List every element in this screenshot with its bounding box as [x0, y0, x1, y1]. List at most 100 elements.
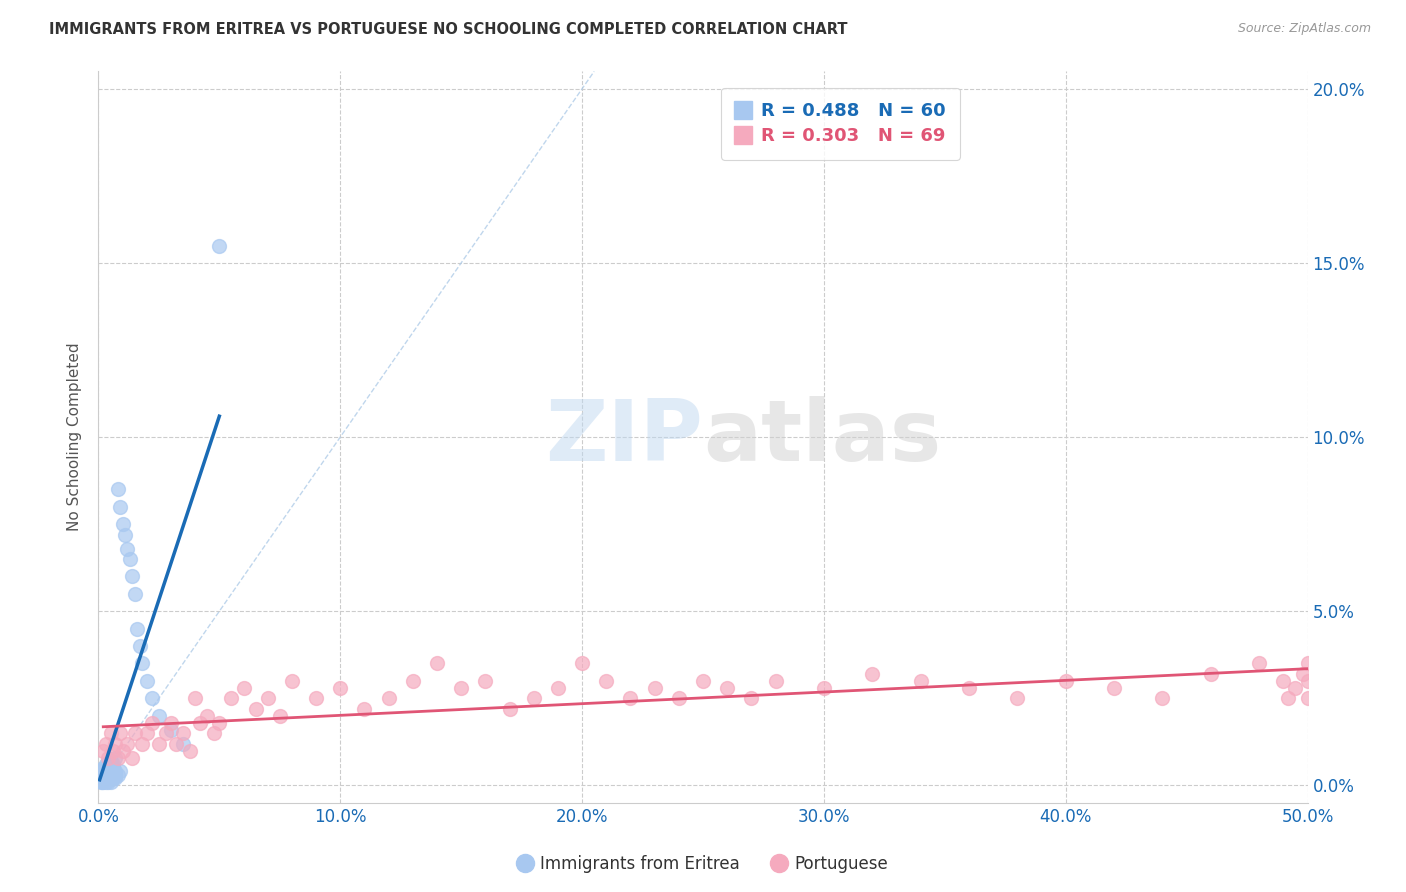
Point — [90, 772, 112, 786]
Point — [124, 587, 146, 601]
Point — [245, 702, 267, 716]
Point — [90, 764, 112, 779]
Point — [208, 715, 231, 730]
Point — [208, 238, 231, 252]
Point — [91, 768, 114, 782]
Point — [141, 715, 163, 730]
Point — [111, 517, 134, 532]
Point — [91, 772, 114, 786]
Point — [94, 768, 117, 782]
Point — [114, 527, 136, 541]
Point — [101, 772, 124, 786]
Point — [1296, 657, 1319, 671]
Point — [1277, 691, 1299, 706]
Point — [179, 743, 201, 757]
Point — [1199, 667, 1222, 681]
Point — [131, 657, 153, 671]
Point — [160, 715, 183, 730]
Point — [1102, 681, 1125, 695]
Point — [91, 768, 114, 782]
Point — [155, 726, 177, 740]
Point — [450, 681, 472, 695]
Point — [104, 772, 127, 786]
Point — [90, 775, 112, 789]
Text: atlas: atlas — [703, 395, 941, 479]
Point — [94, 764, 117, 779]
Point — [117, 737, 139, 751]
Point — [104, 764, 127, 779]
Point — [305, 691, 328, 706]
Point — [188, 715, 211, 730]
Point — [100, 757, 122, 772]
Point — [117, 541, 139, 556]
Point — [1296, 673, 1319, 688]
Point — [97, 775, 120, 789]
Point — [426, 657, 449, 671]
Point — [571, 657, 593, 671]
Point — [94, 761, 117, 775]
Point — [692, 673, 714, 688]
Point — [1152, 691, 1174, 706]
Point — [131, 737, 153, 751]
Point — [765, 673, 787, 688]
Point — [91, 775, 114, 789]
Point — [1054, 673, 1077, 688]
Point — [957, 681, 980, 695]
Point — [100, 772, 122, 786]
Point — [910, 673, 932, 688]
Point — [498, 702, 520, 716]
Point — [94, 768, 117, 782]
Point — [111, 743, 134, 757]
Point — [107, 483, 129, 497]
Text: IMMIGRANTS FROM ERITREA VS PORTUGUESE NO SCHOOLING COMPLETED CORRELATION CHART: IMMIGRANTS FROM ERITREA VS PORTUGUESE NO… — [49, 22, 848, 37]
Point — [135, 673, 157, 688]
Point — [172, 737, 194, 751]
Point — [135, 726, 157, 740]
Legend: Immigrants from Eritrea, Portuguese: Immigrants from Eritrea, Portuguese — [512, 848, 894, 880]
Point — [141, 691, 163, 706]
Point — [100, 754, 122, 768]
Point — [108, 764, 131, 779]
Point — [160, 723, 183, 737]
Point — [97, 772, 120, 786]
Point — [100, 768, 122, 782]
Point — [107, 750, 129, 764]
Point — [148, 737, 170, 751]
Point — [97, 768, 120, 782]
Point — [1292, 667, 1315, 681]
Point — [1284, 681, 1306, 695]
Point — [1296, 691, 1319, 706]
Point — [127, 622, 149, 636]
Point — [91, 743, 114, 757]
Point — [108, 726, 131, 740]
Point — [104, 768, 127, 782]
Point — [128, 639, 150, 653]
Point — [232, 681, 254, 695]
Point — [108, 500, 131, 514]
Point — [91, 775, 114, 789]
Point — [269, 708, 291, 723]
Point — [89, 772, 111, 786]
Point — [97, 761, 120, 775]
Point — [104, 737, 127, 751]
Point — [100, 726, 122, 740]
Point — [97, 772, 120, 786]
Legend: R = 0.488   N = 60, R = 0.303   N = 69: R = 0.488 N = 60, R = 0.303 N = 69 — [721, 87, 960, 160]
Point — [101, 757, 124, 772]
Point — [1249, 657, 1271, 671]
Point — [100, 764, 122, 779]
Point — [165, 737, 187, 751]
Point — [195, 708, 218, 723]
Point — [91, 764, 114, 779]
Point — [221, 691, 243, 706]
Point — [204, 726, 226, 740]
Point — [353, 702, 375, 716]
Point — [644, 681, 666, 695]
Point — [1272, 673, 1295, 688]
Point — [100, 775, 122, 789]
Point — [1007, 691, 1029, 706]
Y-axis label: No Schooling Completed: No Schooling Completed — [67, 343, 83, 532]
Point — [668, 691, 690, 706]
Point — [547, 681, 569, 695]
Point — [716, 681, 738, 695]
